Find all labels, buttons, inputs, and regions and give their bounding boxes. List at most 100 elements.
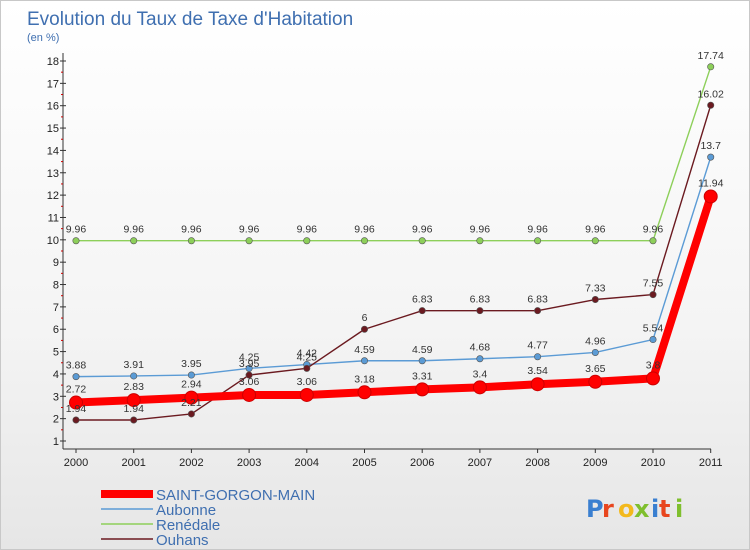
x-tick-label: 2011 xyxy=(699,457,723,469)
x-tick-label: 2005 xyxy=(352,457,376,469)
data-label: 9.96 xyxy=(470,224,491,236)
data-label: 13.7 xyxy=(700,140,721,152)
logo-letter: i xyxy=(651,495,659,523)
y-tick-label: 6 xyxy=(53,324,59,336)
data-label: 4.25 xyxy=(297,351,318,363)
data-point xyxy=(476,237,484,245)
y-tick-label: 14 xyxy=(47,145,59,157)
data-point xyxy=(360,325,368,333)
data-label: 5.54 xyxy=(643,323,664,335)
data-point xyxy=(707,153,715,161)
y-tick-label: 12 xyxy=(47,190,59,202)
data-labels: 9.96 9.96 9.96 9.96 9.96 9.96 9.96 9.96 9.96 9.96… xyxy=(66,50,724,415)
data-label: 3.91 xyxy=(123,359,144,371)
data-label: 9.96 xyxy=(354,224,375,236)
data-label: 4.96 xyxy=(585,335,606,347)
data-point xyxy=(534,353,542,361)
y-tick-label: 4 xyxy=(53,369,59,381)
data-label: 9.96 xyxy=(123,224,144,236)
data-label: 1.94 xyxy=(123,403,144,415)
data-point xyxy=(303,364,311,372)
data-point xyxy=(130,372,138,380)
data-label: 2.21 xyxy=(181,397,202,409)
data-label: 9.96 xyxy=(239,224,260,236)
legend-label: Aubonne xyxy=(156,502,216,519)
data-point xyxy=(530,377,545,392)
data-point xyxy=(707,101,715,109)
series-line xyxy=(72,192,715,407)
logo-letter: t xyxy=(659,495,670,523)
data-label: 6.83 xyxy=(527,294,548,306)
y-tick-label: 17 xyxy=(47,78,59,90)
data-label: 3.95 xyxy=(181,358,202,370)
data-label: 3.4 xyxy=(473,368,488,380)
series-line xyxy=(75,66,712,242)
logo-letter: P xyxy=(586,495,604,523)
proxiti-logo: Pr o x i t i xyxy=(586,495,683,523)
data-point xyxy=(187,237,195,245)
data-label: 9.96 xyxy=(585,224,606,236)
data-label: 3.88 xyxy=(66,360,87,372)
data-label: 6.83 xyxy=(470,294,491,306)
data-label: 3.8 xyxy=(646,359,661,371)
y-tick-label: 9 xyxy=(53,257,59,269)
y-tick-label: 16 xyxy=(47,101,59,113)
x-tick-label: 2001 xyxy=(121,457,145,469)
series-line xyxy=(75,156,712,378)
data-point xyxy=(649,237,657,245)
data-point xyxy=(591,296,599,304)
data-label: 4.59 xyxy=(412,344,433,356)
x-tick-label: 2006 xyxy=(410,457,434,469)
legend-label: Ouhans xyxy=(156,532,209,549)
y-tick-label: 8 xyxy=(53,280,59,292)
x-tick-label: 2010 xyxy=(641,457,665,469)
data-label: 3.95 xyxy=(239,358,260,370)
y-tick-label: 10 xyxy=(47,235,59,247)
data-point xyxy=(245,237,253,245)
chart-subtitle: (en %) xyxy=(27,32,59,44)
data-label: 3.65 xyxy=(585,363,606,375)
logo-letter: i xyxy=(675,495,683,523)
data-point xyxy=(588,374,603,389)
data-point xyxy=(476,355,484,363)
logo-letter: x xyxy=(634,495,650,523)
data-label: 4.68 xyxy=(470,342,491,354)
y-tick-label: 2 xyxy=(53,414,59,426)
data-point xyxy=(303,237,311,245)
x-tick-label: 2000 xyxy=(64,457,88,469)
data-point xyxy=(591,237,599,245)
data-point xyxy=(360,237,368,245)
data-point xyxy=(245,364,253,372)
data-label: 17.74 xyxy=(698,50,724,62)
data-point xyxy=(69,395,83,410)
legend-label: SAINT-GORGON-MAIN xyxy=(156,487,315,504)
data-point xyxy=(418,237,426,245)
data-label: 3.18 xyxy=(354,373,375,385)
data-point xyxy=(415,382,430,397)
data-label: 4.77 xyxy=(527,340,548,352)
data-point xyxy=(703,189,718,204)
series-line xyxy=(75,104,712,421)
data-point xyxy=(299,387,314,402)
series-layer xyxy=(69,63,718,424)
x-tick-label: 2002 xyxy=(179,457,203,469)
data-point xyxy=(591,348,599,356)
data-label: 6 xyxy=(362,312,368,324)
data-label: 9.96 xyxy=(297,224,318,236)
data-point xyxy=(187,410,195,418)
data-point xyxy=(534,237,542,245)
data-label: 2.83 xyxy=(123,381,144,393)
y-tick-label: 11 xyxy=(48,212,59,224)
x-tick-label: 2008 xyxy=(525,457,549,469)
y-tick-label: 7 xyxy=(53,302,59,314)
data-label: 1.94 xyxy=(66,403,87,415)
data-point xyxy=(472,380,487,395)
y-tick-label: 18 xyxy=(47,56,59,68)
data-point xyxy=(130,237,138,245)
data-label: 9.96 xyxy=(66,224,87,236)
y-tick-label: 15 xyxy=(47,123,59,135)
data-label: 4.42 xyxy=(297,348,318,360)
